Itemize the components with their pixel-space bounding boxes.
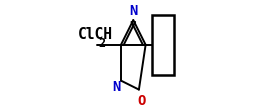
Text: 2: 2: [99, 37, 106, 50]
Text: O: O: [137, 93, 145, 107]
Bar: [152, 15, 174, 75]
Text: ClCH: ClCH: [78, 27, 113, 42]
Text: N: N: [129, 4, 138, 18]
Text: N: N: [112, 80, 121, 93]
